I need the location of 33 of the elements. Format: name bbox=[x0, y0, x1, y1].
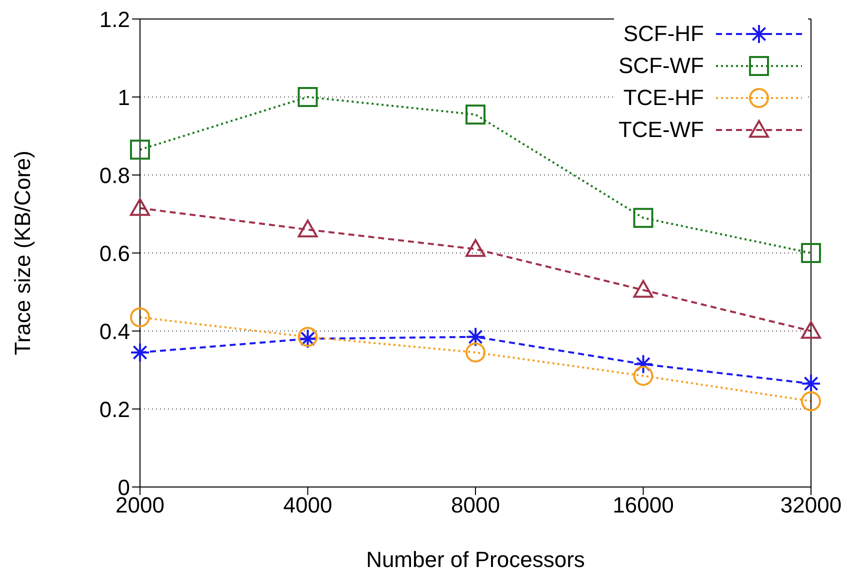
point bbox=[130, 140, 150, 160]
point bbox=[130, 342, 150, 362]
legend-label: SCF-WF bbox=[618, 53, 704, 79]
x-tick-label: 32000 bbox=[780, 492, 842, 518]
point bbox=[466, 104, 486, 125]
point bbox=[298, 220, 318, 238]
point bbox=[801, 243, 821, 263]
point bbox=[130, 198, 150, 216]
y-tick-label: 1.2 bbox=[99, 6, 130, 32]
x-tick-label: 4000 bbox=[283, 492, 332, 518]
point bbox=[130, 307, 150, 328]
point bbox=[801, 391, 821, 412]
point bbox=[633, 280, 654, 298]
x-axis-title: Number of Processors bbox=[366, 547, 585, 572]
y-axis-title: Trace size (KB/Core) bbox=[10, 150, 35, 356]
y-tick-label: 0.8 bbox=[99, 162, 130, 188]
y-tick-label: 0.4 bbox=[99, 318, 130, 344]
y-tick-label: 0.2 bbox=[99, 396, 130, 422]
legend-label: SCF-HF bbox=[623, 21, 704, 47]
x-tick-label: 16000 bbox=[612, 492, 674, 518]
point bbox=[633, 208, 654, 228]
y-tick-label: 1 bbox=[118, 84, 130, 110]
point bbox=[633, 354, 654, 374]
point bbox=[298, 87, 318, 107]
point bbox=[466, 342, 486, 362]
point bbox=[633, 366, 654, 386]
legend-label: TCE-HF bbox=[623, 85, 704, 111]
x-tick-label: 8000 bbox=[451, 492, 500, 518]
legend-label: TCE-WF bbox=[618, 117, 704, 143]
point bbox=[466, 239, 486, 257]
y-tick-label: 0.6 bbox=[99, 240, 130, 266]
point bbox=[466, 326, 486, 347]
point bbox=[801, 321, 821, 339]
